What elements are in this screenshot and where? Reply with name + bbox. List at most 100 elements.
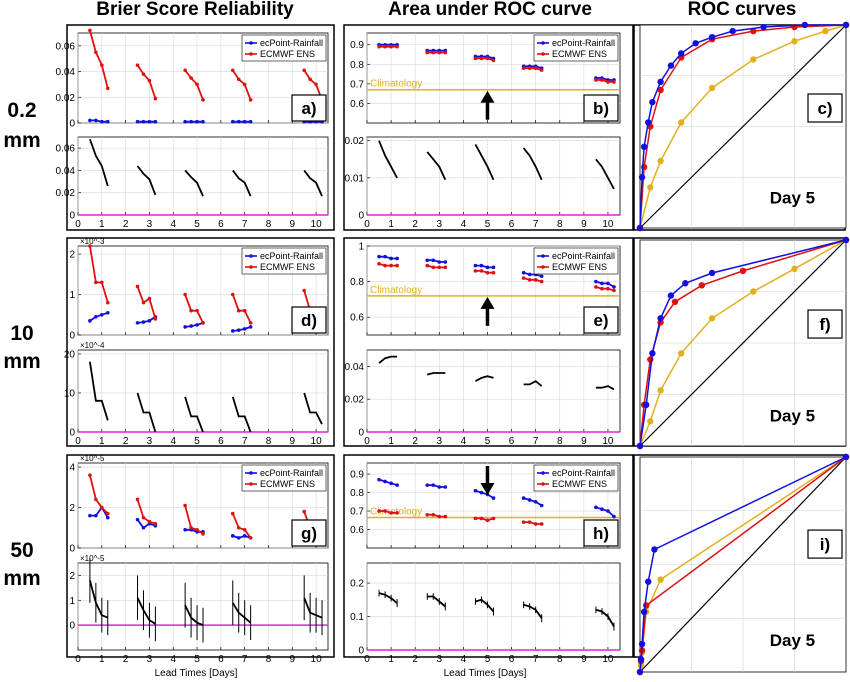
series-line bbox=[523, 277, 542, 283]
roc-point bbox=[708, 33, 716, 41]
data-point bbox=[431, 265, 436, 270]
data-point bbox=[437, 485, 442, 489]
data-point bbox=[395, 263, 399, 268]
data-point bbox=[88, 28, 92, 33]
ytick-label: 1 bbox=[358, 242, 364, 253]
data-point bbox=[88, 473, 92, 477]
xtick-label: 0 bbox=[75, 654, 81, 665]
xtick-label: 3 bbox=[147, 436, 153, 447]
data-point bbox=[94, 513, 98, 518]
xtick-label: 5 bbox=[485, 654, 491, 665]
panel-label: c) bbox=[817, 99, 832, 118]
roc-point bbox=[667, 292, 675, 299]
data-point bbox=[395, 44, 399, 49]
data-point bbox=[443, 260, 448, 264]
axis-exponent: ×10^-3 bbox=[80, 237, 105, 246]
roc-point bbox=[708, 315, 716, 322]
data-point bbox=[479, 516, 484, 521]
series-line bbox=[595, 280, 615, 288]
day-label: Day 5 bbox=[770, 189, 815, 208]
roc-point bbox=[801, 21, 808, 29]
series-line bbox=[378, 592, 398, 604]
data-point bbox=[443, 485, 448, 489]
roc-point bbox=[791, 38, 798, 45]
data-point bbox=[383, 509, 387, 513]
data-point bbox=[377, 262, 381, 266]
ytick-label: 0.8 bbox=[350, 277, 364, 288]
roc-point bbox=[708, 84, 716, 92]
roc-point bbox=[729, 27, 736, 35]
ytick-label: 0.7 bbox=[350, 507, 364, 518]
ytick-label: 0.04 bbox=[56, 67, 76, 78]
series-line bbox=[426, 264, 446, 269]
roc-point bbox=[636, 442, 644, 450]
data-point bbox=[443, 514, 448, 519]
data-point bbox=[147, 296, 152, 301]
data-point bbox=[100, 505, 104, 510]
data-point bbox=[195, 119, 199, 124]
series-line bbox=[475, 517, 494, 522]
data-point bbox=[105, 86, 110, 91]
xtick-label: 1 bbox=[388, 436, 394, 447]
data-point bbox=[183, 527, 187, 532]
data-point bbox=[94, 497, 98, 502]
day-label: Day 5 bbox=[770, 631, 815, 650]
xtick-label: 1 bbox=[99, 654, 105, 665]
roc-point bbox=[750, 27, 757, 35]
series-line bbox=[89, 474, 109, 515]
data-point bbox=[189, 76, 193, 80]
roc-point bbox=[640, 608, 648, 615]
data-point bbox=[147, 319, 152, 323]
xtick-label: 2 bbox=[412, 219, 418, 230]
row-title-10-b: mm bbox=[3, 350, 40, 373]
series-line bbox=[232, 69, 252, 101]
axes: 0.6 0.7 0.8 0.9 Climatology ecPoint-RainfallE… bbox=[350, 32, 621, 124]
roc-point bbox=[657, 78, 664, 86]
series-line bbox=[595, 158, 615, 190]
ytick-label: 0.6 bbox=[350, 99, 364, 110]
data-point bbox=[248, 119, 253, 124]
panel-label: g) bbox=[301, 524, 317, 543]
series-line bbox=[136, 597, 156, 625]
ytick-label: 0.02 bbox=[345, 395, 365, 406]
roc-point bbox=[822, 27, 829, 35]
legend-entry: ECMWF ENS bbox=[260, 49, 315, 59]
panel-label: i) bbox=[820, 535, 830, 554]
legend-marker bbox=[541, 41, 545, 45]
data-point bbox=[302, 509, 306, 514]
data-point bbox=[473, 263, 478, 268]
data-point bbox=[230, 534, 235, 538]
legend-box bbox=[241, 464, 327, 492]
data-point bbox=[230, 292, 235, 297]
data-point bbox=[153, 521, 158, 526]
data-point bbox=[600, 286, 604, 291]
data-point bbox=[606, 286, 610, 291]
roc-point bbox=[649, 350, 656, 357]
series-line bbox=[427, 513, 446, 518]
ytick-label: 0.9 bbox=[350, 40, 364, 51]
data-point bbox=[594, 78, 598, 82]
data-point bbox=[389, 511, 393, 515]
day-label: Day 5 bbox=[770, 406, 815, 425]
data-point bbox=[141, 525, 146, 530]
data-point bbox=[479, 263, 484, 268]
panel-frame bbox=[343, 237, 634, 447]
data-point bbox=[443, 265, 448, 270]
ytick-label: 0.6 bbox=[350, 525, 364, 536]
data-point bbox=[437, 50, 442, 55]
xtick-label: 10 bbox=[311, 219, 323, 230]
series-line bbox=[426, 372, 446, 376]
ytick-label: 0 bbox=[358, 646, 364, 657]
panel-label-box bbox=[291, 519, 327, 547]
data-point bbox=[230, 511, 235, 516]
data-point bbox=[612, 285, 616, 289]
data-point bbox=[100, 312, 104, 317]
panel-label: h) bbox=[593, 524, 609, 543]
data-point bbox=[425, 263, 430, 268]
data-point bbox=[153, 96, 158, 101]
data-point bbox=[600, 281, 604, 286]
ytick-label: 0 bbox=[69, 331, 75, 342]
ytick-label: 10 bbox=[64, 388, 76, 399]
